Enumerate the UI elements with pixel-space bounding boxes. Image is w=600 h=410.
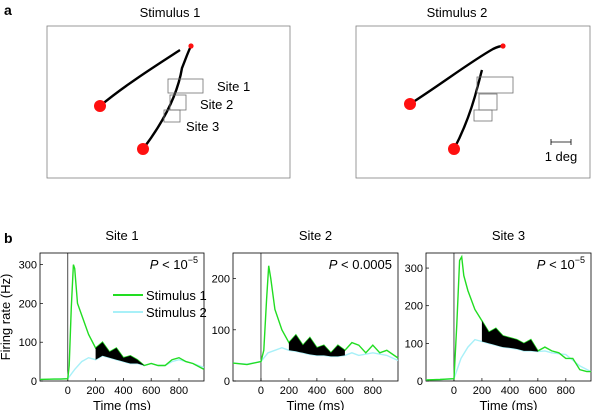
x-tick-label: 0 <box>258 385 264 397</box>
y-tick-label: 100 <box>212 325 230 337</box>
y-tick-label: 300 <box>405 263 423 275</box>
x-tick-label: 0 <box>65 385 71 397</box>
trajectory-2 <box>452 69 484 150</box>
stimulus-2-title: Stimulus 2 <box>427 5 488 20</box>
trajectory-2 <box>142 45 193 150</box>
trajectory-1 <box>409 44 504 106</box>
stimulus-2-panel: Stimulus 2 1 deg <box>355 5 591 179</box>
x-tick-label: 200 <box>86 385 104 397</box>
x-axis-label: Time (ms) <box>93 398 151 410</box>
p-value-label: P < 10−5 <box>150 255 198 272</box>
x-tick-label: 600 <box>336 385 354 397</box>
receptive-field-site-3 <box>163 109 181 123</box>
chart-title: Site 3 <box>492 228 525 243</box>
site-1-chart: Site 1 0 200 400 600 800 0 100 200 300 Time (ms) Fi… <box>0 228 205 410</box>
plot-frame <box>425 252 592 382</box>
x-tick-label: 800 <box>557 385 575 397</box>
scale-bar <box>550 139 572 145</box>
y-tick-label: 100 <box>405 338 423 350</box>
end-marker <box>500 43 506 49</box>
y-tick-label: 200 <box>212 274 230 286</box>
panel-a-label: a <box>4 2 12 18</box>
x-tick-label: 800 <box>170 385 188 397</box>
scale-bar-label: 1 deg <box>545 149 578 164</box>
x-tick-label: 200 <box>280 385 298 397</box>
x-axis-label: Time (ms) <box>479 398 537 410</box>
stimulus-1-frame <box>46 25 291 179</box>
site-3-chart: Site 3 0 200 400 600 800 0 100 200 300 Time (ms) P … <box>405 228 592 410</box>
plot-frame <box>232 252 399 382</box>
receptive-field-site-1 <box>476 76 514 94</box>
stimulus-2-frame <box>355 25 591 179</box>
significance-fill <box>481 320 538 352</box>
series-line-stimulus-1 <box>39 264 205 381</box>
site-2-label: Site 2 <box>200 97 233 112</box>
x-tick-label: 200 <box>473 385 491 397</box>
receptive-field-site-3 <box>473 109 493 122</box>
stimulus-1-title: Stimulus 1 <box>140 5 201 20</box>
x-axis-label: Time (ms) <box>286 398 344 410</box>
receptive-field-site-2 <box>478 93 498 111</box>
trajectory-1 <box>99 48 181 107</box>
y-tick-label: 0 <box>31 376 37 388</box>
legend-label-stimulus-2: Stimulus 2 <box>146 305 207 320</box>
x-tick-label: 0 <box>451 385 457 397</box>
p-value-label: P < 0.0005 <box>329 257 392 272</box>
start-marker-1 <box>94 100 106 112</box>
y-tick-label: 100 <box>19 337 37 349</box>
y-tick-label: 0 <box>224 376 230 388</box>
receptive-field-site-1 <box>167 78 204 94</box>
significance-fill <box>95 342 152 366</box>
stimulus-1-panel: Stimulus 1 Site 1 Site 2 Site 3 <box>46 5 291 179</box>
y-tick-label: 200 <box>405 301 423 313</box>
start-marker-2 <box>448 143 460 155</box>
y-axis-label: Firing rate (Hz) <box>0 274 13 361</box>
x-tick-label: 600 <box>142 385 160 397</box>
legend-label-stimulus-1: Stimulus 1 <box>146 288 207 303</box>
end-marker <box>188 43 194 49</box>
chart-title: Site 2 <box>299 228 332 243</box>
y-tick-label: 300 <box>19 260 37 272</box>
series-line-stimulus-1 <box>425 254 591 381</box>
p-value-label: P < 10−5 <box>537 255 585 272</box>
y-tick-label: 200 <box>19 298 37 310</box>
significance-fill <box>288 334 345 357</box>
x-tick-label: 400 <box>308 385 326 397</box>
y-tick-label: 0 <box>417 376 423 388</box>
legend: Stimulus 1 Stimulus 2 <box>113 288 207 320</box>
start-marker-2 <box>137 143 149 155</box>
panel-b-label: b <box>4 230 13 246</box>
chart-title: Site 1 <box>105 228 138 243</box>
x-tick-label: 600 <box>529 385 547 397</box>
plot-frame <box>39 252 205 382</box>
start-marker-1 <box>404 98 416 110</box>
x-tick-label: 400 <box>501 385 519 397</box>
site-3-label: Site 3 <box>186 119 219 134</box>
x-tick-label: 800 <box>364 385 382 397</box>
x-tick-label: 400 <box>114 385 132 397</box>
site-1-label: Site 1 <box>217 79 250 94</box>
